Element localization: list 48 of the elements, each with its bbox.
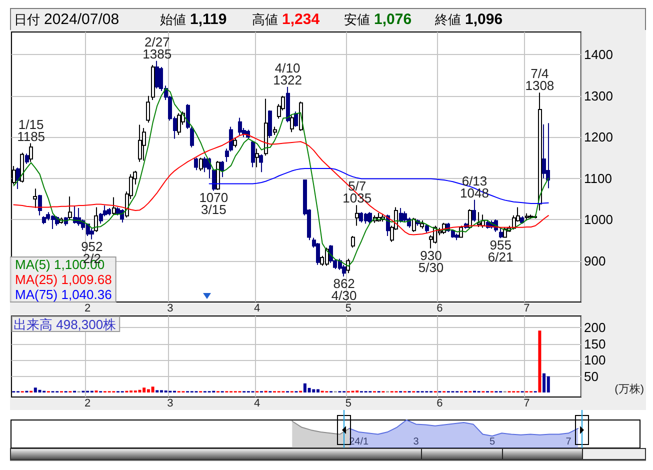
annotation: 7/4 1308 [525, 66, 554, 94]
text: 高値 [252, 12, 278, 27]
y-tick-label: 1300 [584, 88, 613, 104]
x-tick-label: 5 [345, 302, 352, 314]
y-tick-label: 1000 [584, 212, 613, 228]
x-tick-label: 3 [413, 436, 420, 448]
y-tick-label: 100 [584, 352, 606, 368]
text: MA(25) 1,009.68 [15, 272, 112, 287]
text: 安値 [344, 12, 370, 27]
y-tick-label: 900 [584, 253, 606, 268]
y-tick-label: 1100 [584, 170, 612, 186]
x-tick-label: 2 [84, 302, 91, 314]
annotation: 2/27 1385 [142, 34, 172, 62]
x-tick-label: 2 [84, 398, 91, 410]
text: 1,119 [190, 11, 227, 28]
x-tick-label: 3 [167, 302, 174, 314]
text: 始値 [160, 12, 186, 27]
annotation: 1/15 1185 [17, 116, 46, 144]
annotation: 955 6/21 [488, 238, 514, 265]
annotation: 4/10 1322 [273, 60, 302, 88]
text: 1,234 [282, 11, 320, 28]
annotation: 6/13 1048 [460, 173, 489, 200]
text: 1,096 [465, 11, 503, 28]
annotation: 1070 3/15 [199, 190, 228, 218]
text: 終値 [435, 12, 461, 27]
x-tick-label: 4 [254, 398, 260, 410]
text: MA(75) 1,040.36 [15, 287, 112, 302]
x-tick-label: 6 [436, 398, 443, 410]
text: 1,076 [374, 11, 412, 28]
x-tick-label: 5 [345, 398, 352, 410]
y-axis-title: (万株) [614, 382, 644, 396]
text: 2024/07/08 [44, 11, 120, 28]
annotation: 862 4/30 [331, 276, 357, 303]
x-tick-label: 7 [566, 436, 572, 448]
y-tick-label: 50 [584, 368, 598, 384]
y-tick-label: 1200 [584, 130, 613, 145]
y-tick-label: 150 [584, 336, 606, 352]
annotation: 930 5/30 [418, 248, 444, 275]
annotation: 出来高 498,300株 [14, 317, 116, 332]
y-tick-label: 200 [584, 320, 606, 336]
y-tick-label: 1400 [584, 47, 613, 62]
x-tick-label: 3 [167, 398, 174, 410]
x-tick-label: 6 [436, 302, 443, 314]
x-tick-label: 7 [524, 302, 530, 314]
x-tick-label: 5 [490, 436, 496, 448]
text: 日付 [14, 12, 40, 27]
x-tick-label: 7 [524, 398, 530, 410]
x-tick-label: 4 [254, 302, 260, 314]
